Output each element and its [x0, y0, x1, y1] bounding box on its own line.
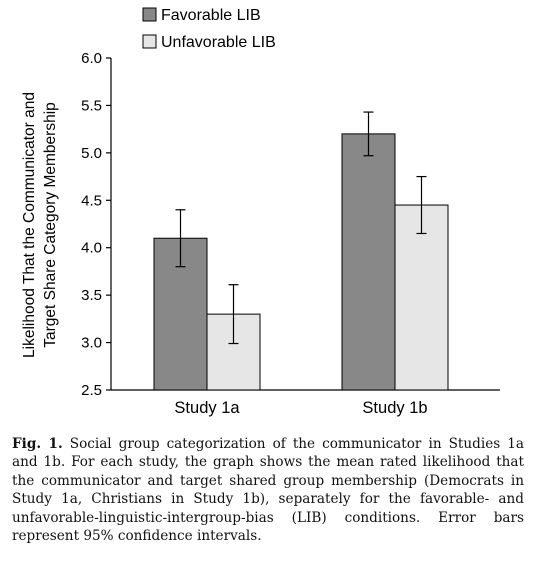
- caption-text: Social group categorization of the commu…: [12, 436, 524, 545]
- y-tick-label: 5.5: [81, 97, 102, 114]
- y-tick-label: 4.0: [81, 240, 102, 257]
- y-tick-label: 5.0: [81, 145, 102, 162]
- x-tick-label: Study 1b: [362, 399, 427, 417]
- x-tick-label: Study 1a: [174, 399, 240, 417]
- legend-swatch: [142, 7, 157, 22]
- figure-caption: Fig. 1. Social group categorization of t…: [12, 435, 524, 545]
- legend-label: Unfavorable LIB: [161, 34, 276, 51]
- x-tick-labels: Study 1a Study 1b: [174, 399, 427, 417]
- y-axis-label-line: Target Share Category Membership: [42, 102, 59, 348]
- error-bars: [175, 111, 427, 345]
- bar-favorable-1: [341, 133, 396, 391]
- y-tick-label: 3.0: [81, 335, 102, 352]
- legend-swatch: [142, 34, 157, 49]
- caption-label: Fig. 1.: [12, 436, 63, 452]
- legend: Favorable LIB Unfavorable LIB: [142, 7, 276, 51]
- legend-label: Favorable LIB: [161, 7, 261, 24]
- y-tick-label: 3.5: [81, 287, 102, 304]
- bar-chart: Favorable LIB Unfavorable LIB Likelihood …: [21, 7, 500, 417]
- y-axis-label-line: Likelihood That the Communicator and: [21, 92, 38, 358]
- y-tick-label: 4.5: [81, 192, 102, 209]
- bar-unfavorable-1: [394, 204, 449, 391]
- bars: [153, 133, 449, 391]
- y-axis-label: Likelihood That the Communicator and Targ…: [21, 92, 59, 358]
- y-tick-label: 6.0: [81, 50, 102, 67]
- y-tick-label: 2.5: [81, 382, 102, 399]
